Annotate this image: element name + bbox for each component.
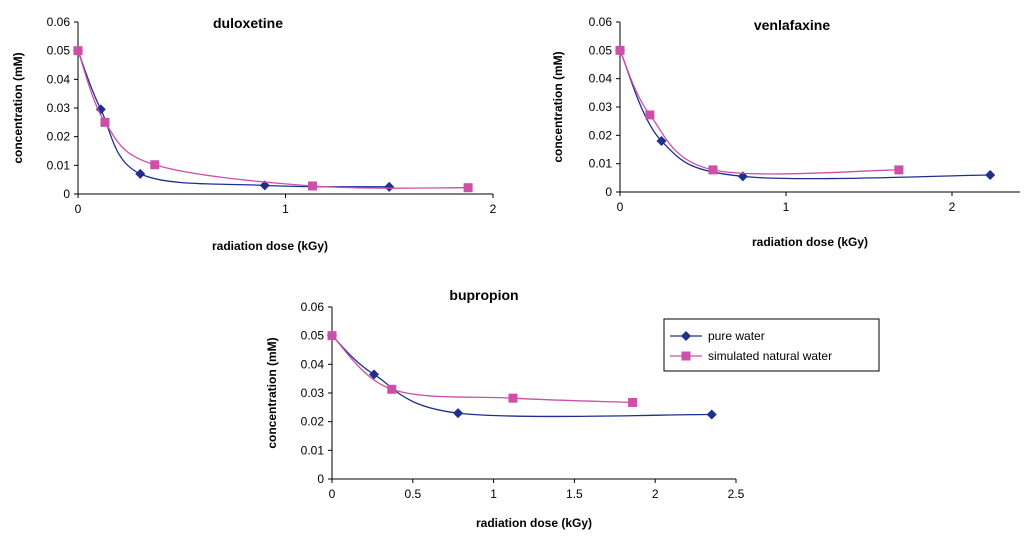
y-tick-label: 0.02 bbox=[301, 415, 325, 429]
chart-title: bupropion bbox=[449, 287, 518, 303]
point-simulated-natural-water bbox=[307, 181, 317, 191]
point-simulated-natural-water bbox=[894, 165, 904, 175]
point-pure-water bbox=[95, 104, 106, 115]
y-tick-label: 0 bbox=[317, 472, 324, 486]
y-tick-label: 0.05 bbox=[301, 329, 325, 343]
series-line-pure-water bbox=[331, 335, 712, 418]
x-axis-label: radiation dose (kGy) bbox=[212, 239, 328, 253]
point-simulated-natural-water bbox=[387, 384, 397, 394]
x-tick-label: 0 bbox=[75, 202, 82, 216]
y-tick-label: 0.01 bbox=[47, 158, 71, 172]
y-tick-label: 0.04 bbox=[47, 72, 71, 86]
series-line-pure-water bbox=[619, 50, 991, 180]
x-tick-label: 1.5 bbox=[566, 487, 583, 501]
y-tick-label: 0.04 bbox=[589, 72, 613, 86]
point-pure-water bbox=[135, 168, 146, 179]
legend-label: simulated natural water bbox=[708, 349, 832, 363]
chart-2: 0 0.01 0.02 0.03 0.04 0.05 0.06 0 0.5 1 1.5 2 2.5 bup… bbox=[265, 287, 880, 530]
x-tick-label: 2 bbox=[949, 200, 956, 214]
y-tick-label: 0.03 bbox=[301, 386, 325, 400]
point-simulated-natural-water bbox=[73, 46, 83, 56]
y-tick-label: 0 bbox=[63, 187, 70, 201]
point-simulated-natural-water bbox=[645, 110, 655, 120]
y-tick-label: 0.04 bbox=[301, 357, 325, 371]
point-pure-water bbox=[453, 408, 464, 419]
series-line-simulated-natural-water bbox=[77, 50, 469, 189]
legend-label: pure water bbox=[708, 329, 765, 343]
point-simulated-natural-water bbox=[615, 45, 625, 55]
series-line-simulated-natural-water bbox=[619, 50, 899, 175]
x-tick-label: 1 bbox=[783, 200, 790, 214]
point-pure-water bbox=[656, 136, 667, 146]
point-simulated-natural-water bbox=[508, 393, 518, 403]
y-tick-label: 0 bbox=[605, 185, 612, 199]
x-tick-label: 2 bbox=[490, 202, 497, 216]
legend: pure water simulated natural water bbox=[663, 318, 880, 372]
point-pure-water bbox=[384, 181, 395, 192]
legend-marker-square bbox=[681, 351, 691, 361]
point-pure-water bbox=[985, 170, 996, 180]
point-simulated-natural-water bbox=[463, 183, 473, 193]
y-tick-label: 0.03 bbox=[589, 100, 613, 114]
y-axis-label: concentration (mM) bbox=[551, 51, 565, 162]
y-tick-label: 0.06 bbox=[301, 300, 325, 314]
y-tick-label: 0.03 bbox=[47, 101, 71, 115]
x-tick-label: 2.5 bbox=[728, 487, 745, 501]
series-line-simulated-natural-water bbox=[331, 335, 633, 404]
y-tick-label: 0.06 bbox=[589, 15, 613, 29]
y-tick-label: 0.05 bbox=[47, 44, 71, 58]
y-tick-label: 0.01 bbox=[589, 157, 613, 171]
y-tick-label: 0.02 bbox=[47, 130, 71, 144]
y-tick-label: 0.02 bbox=[589, 128, 613, 142]
legend-marker-diamond bbox=[681, 331, 691, 341]
x-tick-label: 1 bbox=[490, 487, 497, 501]
y-axis-label: concentration (mM) bbox=[11, 52, 25, 163]
point-simulated-natural-water bbox=[628, 397, 638, 407]
y-tick-label: 0.06 bbox=[47, 15, 71, 29]
y-axis-label: concentration (mM) bbox=[265, 337, 279, 448]
y-tick-label: 0.01 bbox=[301, 443, 325, 457]
x-axis-label: radiation dose (kGy) bbox=[476, 516, 592, 530]
x-tick-label: 0.5 bbox=[404, 487, 421, 501]
point-pure-water bbox=[369, 369, 380, 380]
point-simulated-natural-water bbox=[327, 331, 337, 341]
x-axis-label: radiation dose (kGy) bbox=[752, 235, 868, 249]
legend-box bbox=[663, 318, 880, 372]
x-tick-label: 1 bbox=[282, 202, 289, 216]
chart-title: duloxetine bbox=[213, 15, 283, 31]
point-simulated-natural-water bbox=[708, 165, 718, 175]
chart-title: venlafaxine bbox=[754, 17, 830, 33]
x-tick-label: 2 bbox=[652, 487, 659, 501]
chart-1: 0 0.01 0.02 0.03 0.04 0.05 0.06 0 1 2 venlafaxine r… bbox=[551, 15, 1020, 249]
point-simulated-natural-water bbox=[150, 160, 160, 170]
series-line-pure-water bbox=[77, 50, 390, 188]
x-tick-label: 0 bbox=[617, 200, 624, 214]
point-simulated-natural-water bbox=[100, 117, 110, 127]
point-pure-water bbox=[706, 409, 717, 420]
y-tick-label: 0.05 bbox=[589, 43, 613, 57]
x-tick-label: 0 bbox=[329, 487, 336, 501]
chart-0: 0 0.01 0.02 0.03 0.04 0.05 0.06 0 1 2 duloxetine ra… bbox=[11, 15, 497, 253]
